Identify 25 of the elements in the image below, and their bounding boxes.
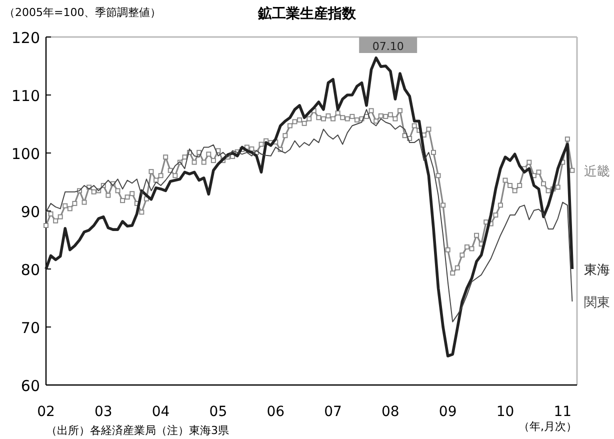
x-tick-label: 03 xyxy=(94,404,112,420)
y-tick-label: 90 xyxy=(20,203,40,221)
x-tick-label: 02 xyxy=(37,404,55,420)
x-tick-label: 07 xyxy=(324,404,342,420)
y-axis-title: （2005年=100、季節調整値） xyxy=(4,6,162,19)
annotation: 07.10 xyxy=(372,40,404,53)
y-tick-label: 110 xyxy=(11,87,40,105)
chart-title: 鉱工業生産指数 xyxy=(257,5,357,22)
x-tick-label: 09 xyxy=(438,404,457,420)
x-tick-label: 04 xyxy=(152,404,170,420)
x-tick-label: 10 xyxy=(496,404,514,420)
y-tick-label: 100 xyxy=(11,145,40,163)
x-tick-label: 05 xyxy=(209,404,228,420)
series-label: 東海 xyxy=(584,263,610,278)
series-label: 近畿 xyxy=(584,164,610,180)
series-label: 関東 xyxy=(584,295,610,310)
y-tick-label: 60 xyxy=(20,377,40,395)
y-tick-label: 70 xyxy=(20,319,40,337)
text: （出所）各経済産業局（注）東海3県 xyxy=(46,424,229,437)
x-tick-label: 08 xyxy=(382,404,400,420)
text: （年,月次） xyxy=(518,420,577,433)
y-tick-label: 80 xyxy=(20,261,40,279)
x-tick-label: 06 xyxy=(266,404,285,420)
y-tick-label: 120 xyxy=(11,29,40,47)
x-tick-label: 11 xyxy=(554,404,572,420)
